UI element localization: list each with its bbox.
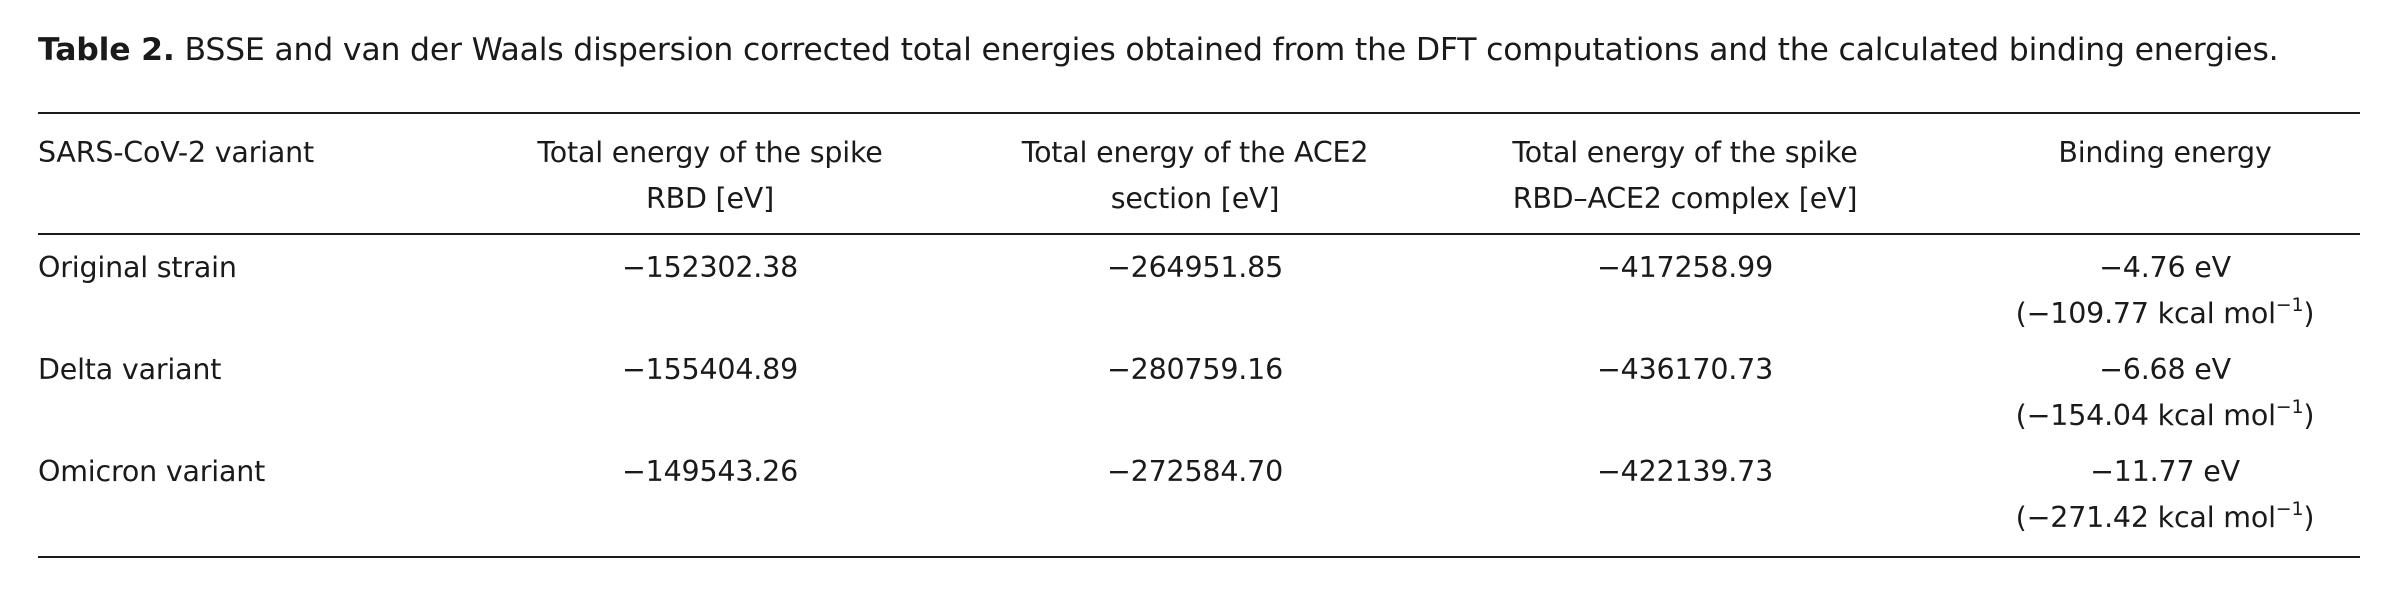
cell-binding-energy: −4.76 eV (−109.77 kcal mol−1) xyxy=(1925,245,2388,337)
cell-spike-rbd-energy: −149543.26 xyxy=(622,455,798,488)
table-header-rule xyxy=(38,233,2360,235)
header-complex-line1: Total energy of the spike xyxy=(1512,136,1858,169)
binding-energy-kcal: (−154.04 kcal mol−1) xyxy=(1925,393,2388,439)
binding-kcal-value: (−154.04 kcal mol xyxy=(2015,399,2276,432)
header-ace2-energy: Total energy of the ACE2 section [eV] xyxy=(955,130,1435,222)
binding-kcal-value: (−109.77 kcal mol xyxy=(2015,297,2276,330)
header-complex-energy: Total energy of the spike RBD–ACE2 compl… xyxy=(1440,130,1930,222)
table-caption: Table 2. BSSE and van der Waals dispersi… xyxy=(38,20,2358,80)
header-ace2-line2: section [eV] xyxy=(1110,182,1280,215)
cell-ace2-energy: −264951.85 xyxy=(1107,251,1283,284)
header-binding-energy: Binding energy xyxy=(1925,130,2388,176)
binding-kcal-exponent: −1 xyxy=(2275,498,2304,520)
cell-spike-rbd-energy: −152302.38 xyxy=(622,251,798,284)
cell-complex-energy: −422139.73 xyxy=(1597,455,1773,488)
binding-kcal-close: ) xyxy=(2303,297,2315,330)
header-spike-rbd-line1: Total energy of the spike xyxy=(537,136,883,169)
header-spike-rbd-line2: RBD [eV] xyxy=(645,182,775,215)
binding-kcal-exponent: −1 xyxy=(2275,396,2304,418)
binding-energy-ev: −4.76 eV xyxy=(2099,251,2231,284)
table-top-rule xyxy=(38,112,2360,114)
table-caption-text: BSSE and van der Waals dispersion correc… xyxy=(174,32,2279,68)
header-ace2-line1: Total energy of the ACE2 xyxy=(1021,136,1369,169)
cell-complex-energy: −417258.99 xyxy=(1597,251,1773,284)
cell-ace2-energy: −280759.16 xyxy=(1107,353,1283,386)
cell-binding-energy: −11.77 eV (−271.42 kcal mol−1) xyxy=(1925,449,2388,541)
cell-variant: Delta variant xyxy=(38,353,222,386)
binding-kcal-close: ) xyxy=(2303,501,2315,534)
binding-energy-ev: −11.77 eV xyxy=(2090,455,2240,488)
binding-energy-kcal: (−271.42 kcal mol−1) xyxy=(1925,495,2388,541)
table-caption-label: Table 2. xyxy=(38,32,175,68)
header-complex-line2: RBD–ACE2 complex [eV] xyxy=(1512,182,1858,215)
cell-spike-rbd-energy: −155404.89 xyxy=(622,353,798,386)
binding-kcal-exponent: −1 xyxy=(2275,294,2304,316)
cell-variant: Original strain xyxy=(38,251,237,284)
binding-energy-kcal: (−109.77 kcal mol−1) xyxy=(1925,291,2388,337)
cell-ace2-energy: −272584.70 xyxy=(1107,455,1283,488)
cell-complex-energy: −436170.73 xyxy=(1597,353,1773,386)
cell-variant: Omicron variant xyxy=(38,455,266,488)
header-binding-line1: Binding energy xyxy=(2058,136,2272,169)
binding-energy-ev: −6.68 eV xyxy=(2099,353,2231,386)
header-variant: SARS-CoV-2 variant xyxy=(38,130,478,176)
header-variant-line1: SARS-CoV-2 variant xyxy=(38,136,315,169)
binding-kcal-value: (−271.42 kcal mol xyxy=(2015,501,2276,534)
header-spike-rbd-energy: Total energy of the spike RBD [eV] xyxy=(470,130,950,222)
table-bottom-rule xyxy=(38,556,2360,558)
cell-binding-energy: −6.68 eV (−154.04 kcal mol−1) xyxy=(1925,347,2388,439)
binding-kcal-close: ) xyxy=(2303,399,2315,432)
